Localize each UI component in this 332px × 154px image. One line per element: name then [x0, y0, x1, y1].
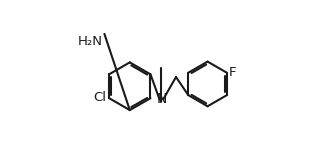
Text: H₂N: H₂N	[78, 35, 103, 48]
Text: N: N	[156, 92, 167, 106]
Text: Cl: Cl	[93, 91, 106, 104]
Text: F: F	[229, 66, 236, 79]
